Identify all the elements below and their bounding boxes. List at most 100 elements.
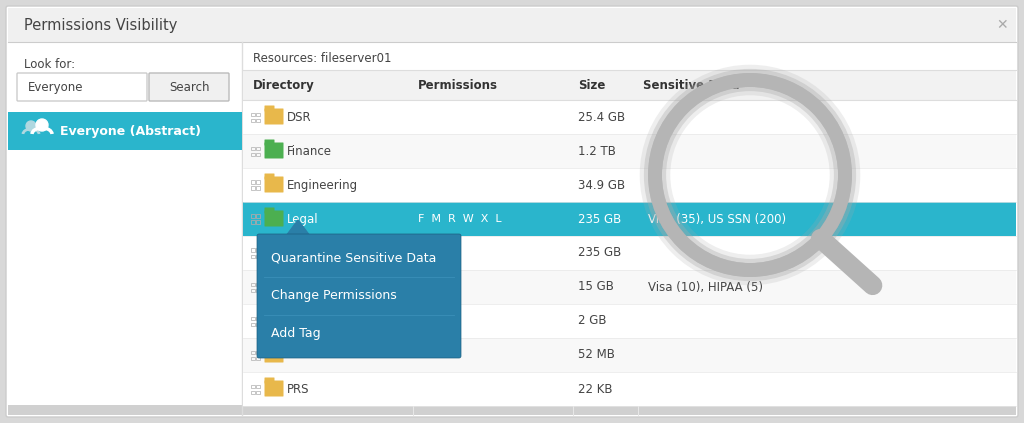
FancyBboxPatch shape bbox=[257, 234, 461, 358]
Bar bbox=[8, 42, 242, 415]
Bar bbox=[256, 322, 259, 326]
Bar bbox=[251, 283, 255, 286]
Bar bbox=[251, 357, 255, 360]
Bar bbox=[8, 8, 1016, 42]
Bar bbox=[256, 118, 259, 122]
Bar bbox=[243, 168, 1016, 202]
Bar bbox=[251, 220, 255, 224]
Text: Legal: Legal bbox=[287, 212, 318, 225]
Circle shape bbox=[26, 121, 36, 131]
Bar bbox=[8, 405, 1016, 415]
FancyBboxPatch shape bbox=[150, 73, 229, 101]
FancyBboxPatch shape bbox=[17, 73, 147, 101]
Polygon shape bbox=[286, 220, 310, 236]
Bar bbox=[8, 112, 242, 150]
Bar bbox=[256, 113, 259, 116]
FancyBboxPatch shape bbox=[264, 109, 284, 124]
Text: Sensitive Data: Sensitive Data bbox=[643, 79, 739, 91]
Text: Visa (10), HIPAA (5): Visa (10), HIPAA (5) bbox=[648, 280, 763, 294]
FancyBboxPatch shape bbox=[264, 343, 274, 349]
Text: 1.2 TB: 1.2 TB bbox=[578, 145, 615, 157]
FancyBboxPatch shape bbox=[264, 346, 284, 363]
Bar bbox=[251, 255, 255, 258]
Bar bbox=[256, 146, 259, 150]
Bar bbox=[243, 202, 1016, 236]
Text: F  M  R  W  X  L: F M R W X L bbox=[418, 214, 502, 224]
Text: ✕: ✕ bbox=[996, 18, 1008, 32]
Bar bbox=[256, 390, 259, 394]
Bar bbox=[251, 322, 255, 326]
Bar bbox=[256, 288, 259, 292]
Bar bbox=[243, 70, 1016, 100]
Bar bbox=[256, 248, 259, 252]
Bar bbox=[251, 390, 255, 394]
Text: Change Permissions: Change Permissions bbox=[271, 289, 396, 302]
Bar bbox=[251, 214, 255, 218]
FancyBboxPatch shape bbox=[264, 211, 284, 226]
Bar bbox=[243, 100, 1016, 134]
FancyBboxPatch shape bbox=[264, 242, 274, 247]
Bar bbox=[256, 153, 259, 156]
Text: OEM Sales: OEM Sales bbox=[287, 349, 349, 362]
Bar bbox=[251, 118, 255, 122]
Bar bbox=[251, 248, 255, 252]
Text: Quarantine Sensitive Data: Quarantine Sensitive Data bbox=[271, 252, 436, 264]
Bar bbox=[251, 146, 255, 150]
Bar bbox=[251, 113, 255, 116]
FancyBboxPatch shape bbox=[264, 143, 284, 159]
Text: Look for:: Look for: bbox=[24, 58, 75, 71]
Bar bbox=[256, 385, 259, 388]
Bar bbox=[256, 357, 259, 360]
Bar bbox=[243, 304, 1016, 338]
Bar bbox=[251, 351, 255, 354]
FancyBboxPatch shape bbox=[264, 105, 274, 112]
FancyBboxPatch shape bbox=[264, 381, 284, 396]
FancyBboxPatch shape bbox=[264, 173, 274, 179]
Bar bbox=[256, 181, 259, 184]
Text: Add Tag: Add Tag bbox=[271, 327, 321, 341]
Text: Everyone: Everyone bbox=[28, 80, 84, 93]
Text: Permissions Visibility: Permissions Visibility bbox=[24, 17, 177, 33]
Text: DSR: DSR bbox=[287, 110, 311, 124]
Text: 235 GB: 235 GB bbox=[578, 212, 622, 225]
Bar bbox=[251, 316, 255, 320]
Text: 2 GB: 2 GB bbox=[578, 314, 606, 327]
Text: 22 KB: 22 KB bbox=[578, 382, 612, 396]
Circle shape bbox=[36, 119, 48, 131]
FancyBboxPatch shape bbox=[264, 208, 274, 214]
Text: 25.4 GB: 25.4 GB bbox=[578, 110, 625, 124]
Text: Size: Size bbox=[578, 79, 605, 91]
Bar bbox=[251, 153, 255, 156]
Bar bbox=[251, 385, 255, 388]
Text: 15 GB: 15 GB bbox=[578, 280, 613, 294]
Text: Permissions: Permissions bbox=[418, 79, 498, 91]
FancyBboxPatch shape bbox=[264, 176, 284, 192]
Bar bbox=[256, 187, 259, 190]
Bar bbox=[243, 134, 1016, 168]
FancyBboxPatch shape bbox=[264, 278, 284, 294]
Bar bbox=[243, 270, 1016, 304]
Text: 235 GB: 235 GB bbox=[578, 247, 622, 259]
Bar bbox=[243, 236, 1016, 270]
Text: Directory: Directory bbox=[253, 79, 314, 91]
Bar bbox=[256, 283, 259, 286]
Bar bbox=[243, 338, 1016, 372]
Bar bbox=[251, 187, 255, 190]
Bar bbox=[243, 372, 1016, 406]
FancyBboxPatch shape bbox=[264, 377, 274, 384]
FancyBboxPatch shape bbox=[264, 313, 284, 329]
Text: Finance: Finance bbox=[287, 145, 332, 157]
Bar bbox=[256, 220, 259, 224]
Bar bbox=[251, 288, 255, 292]
Text: Everyone (Abstract): Everyone (Abstract) bbox=[60, 124, 201, 137]
FancyBboxPatch shape bbox=[264, 310, 274, 316]
Text: PRS: PRS bbox=[287, 382, 309, 396]
Bar bbox=[256, 214, 259, 218]
Bar bbox=[256, 316, 259, 320]
Text: Search: Search bbox=[169, 80, 209, 93]
Text: 52 MB: 52 MB bbox=[578, 349, 614, 362]
Bar bbox=[251, 181, 255, 184]
FancyBboxPatch shape bbox=[264, 275, 274, 281]
Text: Engineering: Engineering bbox=[287, 179, 358, 192]
FancyBboxPatch shape bbox=[6, 6, 1018, 417]
